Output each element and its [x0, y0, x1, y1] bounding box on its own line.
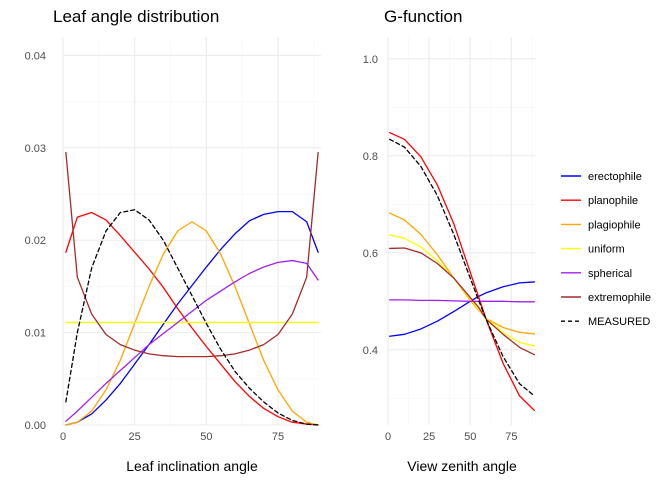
g-function-x-tick-label: 75 [505, 431, 517, 443]
leaf-angle-panel: 0 25 50 75 0.00 0.01 0.02 0.03 0.04 Leaf angle di… [25, 7, 321, 474]
legend: erectophile planophile plagiophile uniform s… [561, 171, 651, 328]
leaf-angle-x-tick-label: 0 [60, 431, 66, 443]
leaf-angle-x-tick-label: 75 [272, 431, 284, 443]
leaf-angle-x-tick-label: 25 [129, 431, 141, 443]
g-function-title: G-function [384, 7, 462, 26]
g-function-x-tick-label: 50 [464, 431, 476, 443]
g-function-y-tick-label: 0.8 [363, 151, 378, 163]
legend-label-measured: MEASURED [588, 316, 650, 328]
legend-label-extremophile: extremophile [588, 292, 651, 304]
leaf-angle-y-tick-label: 0.01 [25, 328, 46, 340]
g-function-y-tick-label: 0.4 [363, 345, 378, 357]
g-function-x-tick-label: 0 [385, 431, 391, 443]
g-function-series-line-plagiophile [388, 212, 536, 335]
g-function-series-line-extremophile [388, 247, 536, 356]
g-function-series-line-measured [388, 138, 536, 397]
legend-label-plagiophile: plagiophile [588, 219, 641, 231]
leaf-angle-x-axis-title: Leaf inclination angle [126, 458, 258, 474]
g-function-x-tick-label: 25 [423, 431, 435, 443]
leaf-angle-series-line-erectophile [65, 210, 319, 426]
g-function-series-line-spherical [388, 299, 536, 303]
legend-label-erectophile: erectophile [588, 171, 642, 183]
g-function-y-tick-label: 0.6 [363, 248, 378, 260]
g-function-series-line-planophile [388, 131, 536, 412]
legend-label-uniform: uniform [588, 244, 625, 256]
leaf-angle-series-line-extremophile [65, 151, 319, 358]
leaf-angle-y-tick-label: 0.00 [25, 420, 46, 432]
leaf-angle-y-tick-label: 0.03 [25, 143, 46, 155]
g-function-series-line-uniform [388, 234, 536, 347]
leaf-angle-x-tick-label: 50 [200, 431, 212, 443]
leaf-angle-y-tick-label: 0.02 [25, 235, 46, 247]
leaf-angle-series-line-plagiophile [65, 221, 319, 426]
leaf-angle-title: Leaf angle distribution [53, 7, 219, 26]
leaf-angle-series-line-measured [65, 209, 319, 426]
leaf-angle-series-line-spherical [65, 259, 319, 422]
leaf-angle-series-line-planophile [65, 211, 319, 426]
g-function-x-axis-title: View zenith angle [407, 458, 517, 474]
g-function-y-tick-label: 1.0 [363, 54, 378, 66]
legend-label-spherical: spherical [588, 268, 632, 280]
leaf-angle-y-tick-label: 0.04 [25, 50, 46, 62]
g-function-panel: 0 25 50 75 0.4 0.6 0.8 1.0 G-function View zenith… [363, 7, 536, 474]
legend-label-planophile: planophile [588, 195, 638, 207]
